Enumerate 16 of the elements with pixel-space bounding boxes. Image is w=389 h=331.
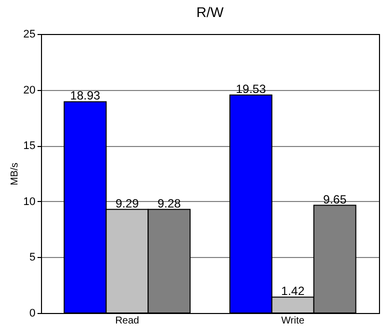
chart-title: R/W [196,4,224,20]
data-label: 9.65 [323,192,347,206]
data-label: 18.93 [70,88,101,103]
y-tick-label: 10 [23,196,36,208]
y-tick-label: 5 [29,252,36,264]
x-tick-label: Write [281,316,305,326]
x-tick-label: Read [115,316,140,326]
y-tick-label: 25 [23,28,36,40]
y-tick-label: 20 [23,84,36,96]
y-axis-title: MB/s [9,162,20,186]
y-tick-label: 15 [23,140,36,152]
data-label: 9.28 [157,196,182,210]
data-label: 1.42 [281,284,305,298]
y-tick-label: 0 [29,308,36,320]
data-label: 19.53 [236,82,266,96]
data-label: 9.29 [115,196,140,210]
